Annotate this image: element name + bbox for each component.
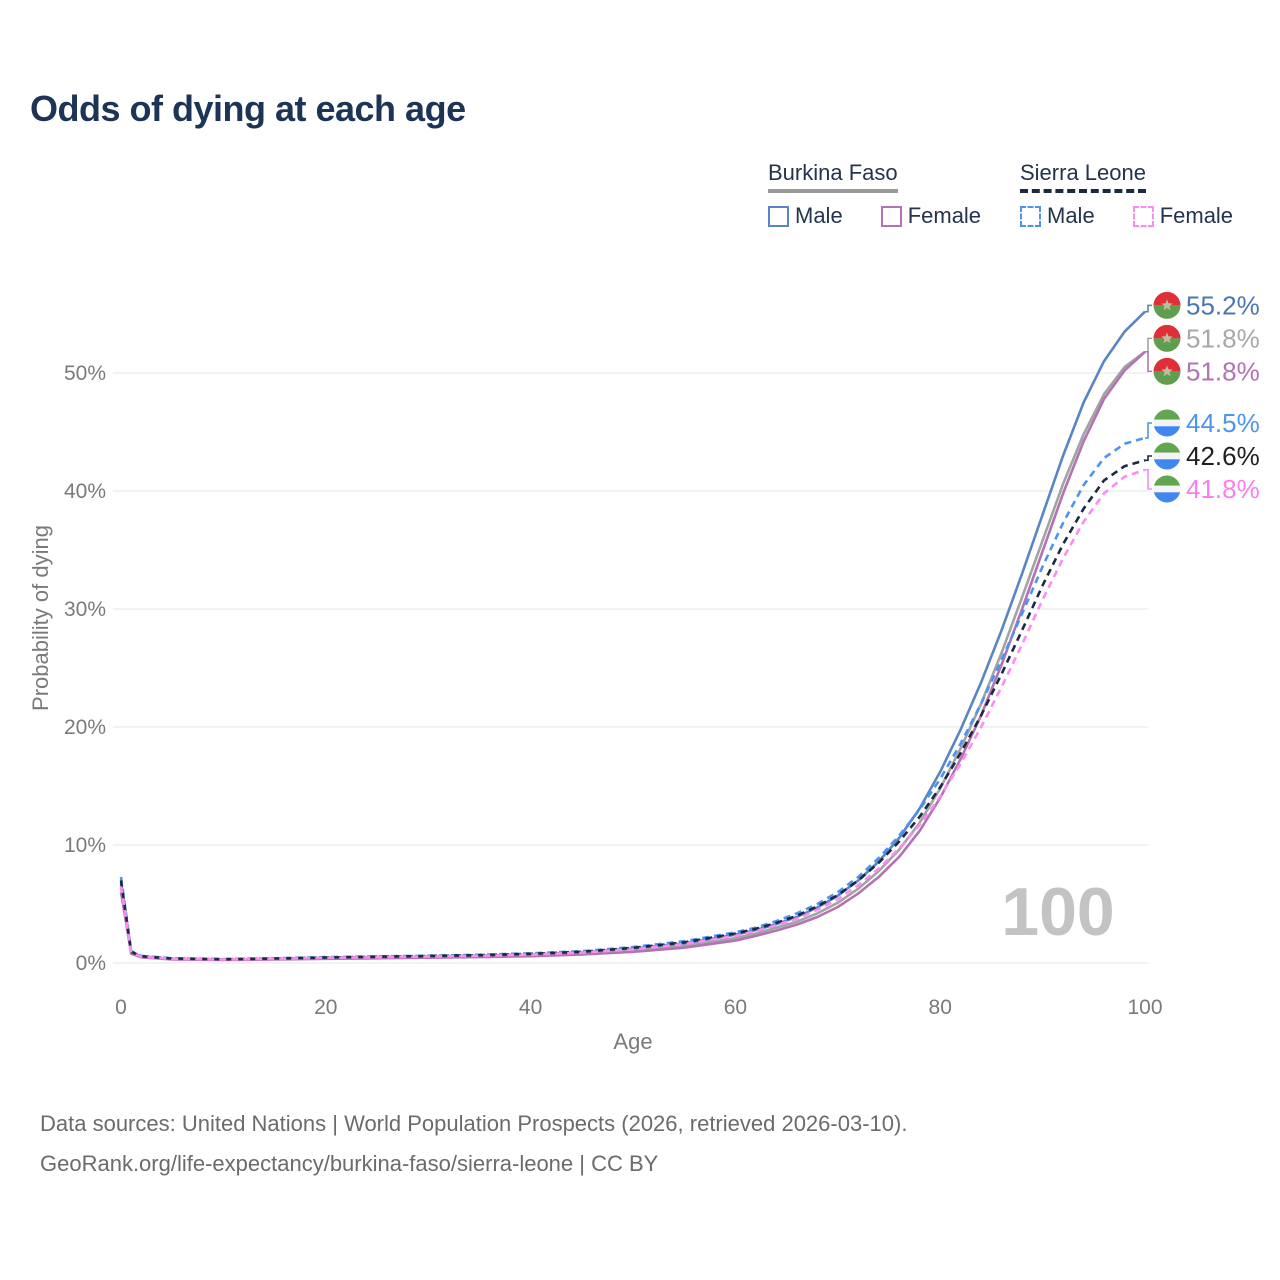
legend-item-female[interactable]: Female: [880, 203, 982, 229]
label-leader-line: [1145, 337, 1152, 353]
x-tick-label: 20: [314, 996, 337, 1019]
x-axis-title: Age: [613, 1029, 652, 1054]
page-title: Odds of dying at each age: [30, 88, 466, 129]
series-line-burkina-faso-male[interactable]: [119, 310, 1146, 961]
legend-item-male[interactable]: Male: [768, 203, 843, 229]
footer-sources-line: Data sources: United Nations | World Pop…: [40, 1111, 908, 1136]
legend-swatch-icon: [1132, 205, 1154, 227]
legend: Burkina Faso Male Female Sierra Leone Male Fe…: [0, 160, 1280, 245]
end-value-label-sierra-leone-female: 41.8%: [1186, 474, 1260, 504]
legend-item-male[interactable]: Male: [1020, 203, 1095, 229]
flag-band: [1153, 338, 1181, 352]
legend-items-row: Male Female: [1020, 203, 1233, 229]
x-tick-label: 100: [1127, 996, 1162, 1019]
legend-country-label[interactable]: Burkina Faso: [768, 160, 898, 193]
burkina-faso-flag-icon: [1153, 357, 1181, 385]
legend-item-label: Female: [907, 203, 982, 228]
flag-band: [1153, 305, 1181, 319]
label-leader-line: [1145, 350, 1152, 373]
legend-group-burkina-faso: Burkina Faso Male Female: [768, 160, 981, 229]
flag-band: [1153, 442, 1181, 453]
flag-band: [1153, 291, 1181, 306]
burkina-faso-flag-icon: [1153, 291, 1181, 319]
flag-band: [1153, 419, 1181, 427]
legend-item-label: Male: [795, 203, 843, 228]
legend-items-row: Male Female: [768, 203, 981, 229]
series-line-sierra-leone-female[interactable]: [119, 468, 1146, 961]
y-tick-label: 50%: [64, 362, 106, 385]
y-tick-label: 10%: [64, 834, 106, 857]
end-value-label-sierra-leone-male: 44.5%: [1186, 408, 1260, 438]
flag-band: [1153, 324, 1181, 339]
y-axis-title: Probability of dying: [28, 525, 53, 711]
flag-band: [1153, 409, 1181, 420]
end-value-label-sierra-leone-both: 42.6%: [1186, 441, 1260, 471]
series-line-sierra-leone-both[interactable]: [119, 459, 1146, 961]
x-tick-label: 40: [519, 996, 542, 1019]
flag-band: [1153, 475, 1181, 486]
flag-band: [1153, 357, 1181, 372]
burkina-faso-flag-icon: [1153, 324, 1181, 352]
end-value-label-burkina-faso-male: 55.2%: [1186, 290, 1260, 320]
legend-swatch-icon: [880, 205, 902, 227]
x-tick-label: 60: [724, 996, 747, 1019]
series-line-sierra-leone-male[interactable]: [119, 436, 1146, 961]
label-leader-line: [1145, 455, 1152, 462]
flag-band: [1153, 459, 1181, 470]
label-leader-line: [1145, 304, 1152, 313]
x-tick-label: 80: [929, 996, 952, 1019]
footer-url-line: GeoRank.org/life-expectancy/burkina-faso…: [40, 1151, 659, 1176]
legend-swatch-icon: [1020, 205, 1041, 227]
flag-star-icon: [1161, 299, 1173, 311]
y-tick-label: 0%: [76, 952, 106, 975]
sierra-leone-flag-icon: [1153, 442, 1181, 470]
flag-band: [1153, 452, 1181, 460]
label-leader-line: [1145, 468, 1152, 490]
flag-band: [1153, 492, 1181, 503]
flag-band: [1153, 426, 1181, 437]
footer: Data sources: United Nations | World Pop…: [40, 1104, 907, 1184]
sierra-leone-flag-icon: [1153, 475, 1181, 503]
legend-item-female[interactable]: Female: [1132, 203, 1234, 229]
flag-star-icon: [1161, 365, 1173, 377]
y-tick-label: 30%: [64, 598, 106, 621]
y-tick-label: 40%: [64, 480, 106, 503]
label-leader-line: [1145, 422, 1152, 439]
x-tick-label: 0: [115, 996, 127, 1019]
y-tick-label: 20%: [64, 716, 106, 739]
end-value-label-burkina-faso-female: 51.8%: [1186, 356, 1260, 386]
flag-band: [1153, 485, 1181, 493]
sierra-leone-flag-icon: [1153, 409, 1181, 437]
legend-group-sierra-leone: Sierra Leone Male Female: [1020, 160, 1233, 229]
end-value-label-burkina-faso-both: 51.8%: [1186, 323, 1260, 353]
legend-item-label: Female: [1159, 203, 1234, 228]
flag-band: [1153, 371, 1181, 385]
flag-star-icon: [1161, 332, 1173, 344]
legend-country-label[interactable]: Sierra Leone: [1020, 160, 1146, 193]
age-watermark: 100: [1001, 874, 1114, 950]
legend-swatch-icon: [768, 205, 789, 227]
legend-item-label: Male: [1047, 203, 1095, 228]
